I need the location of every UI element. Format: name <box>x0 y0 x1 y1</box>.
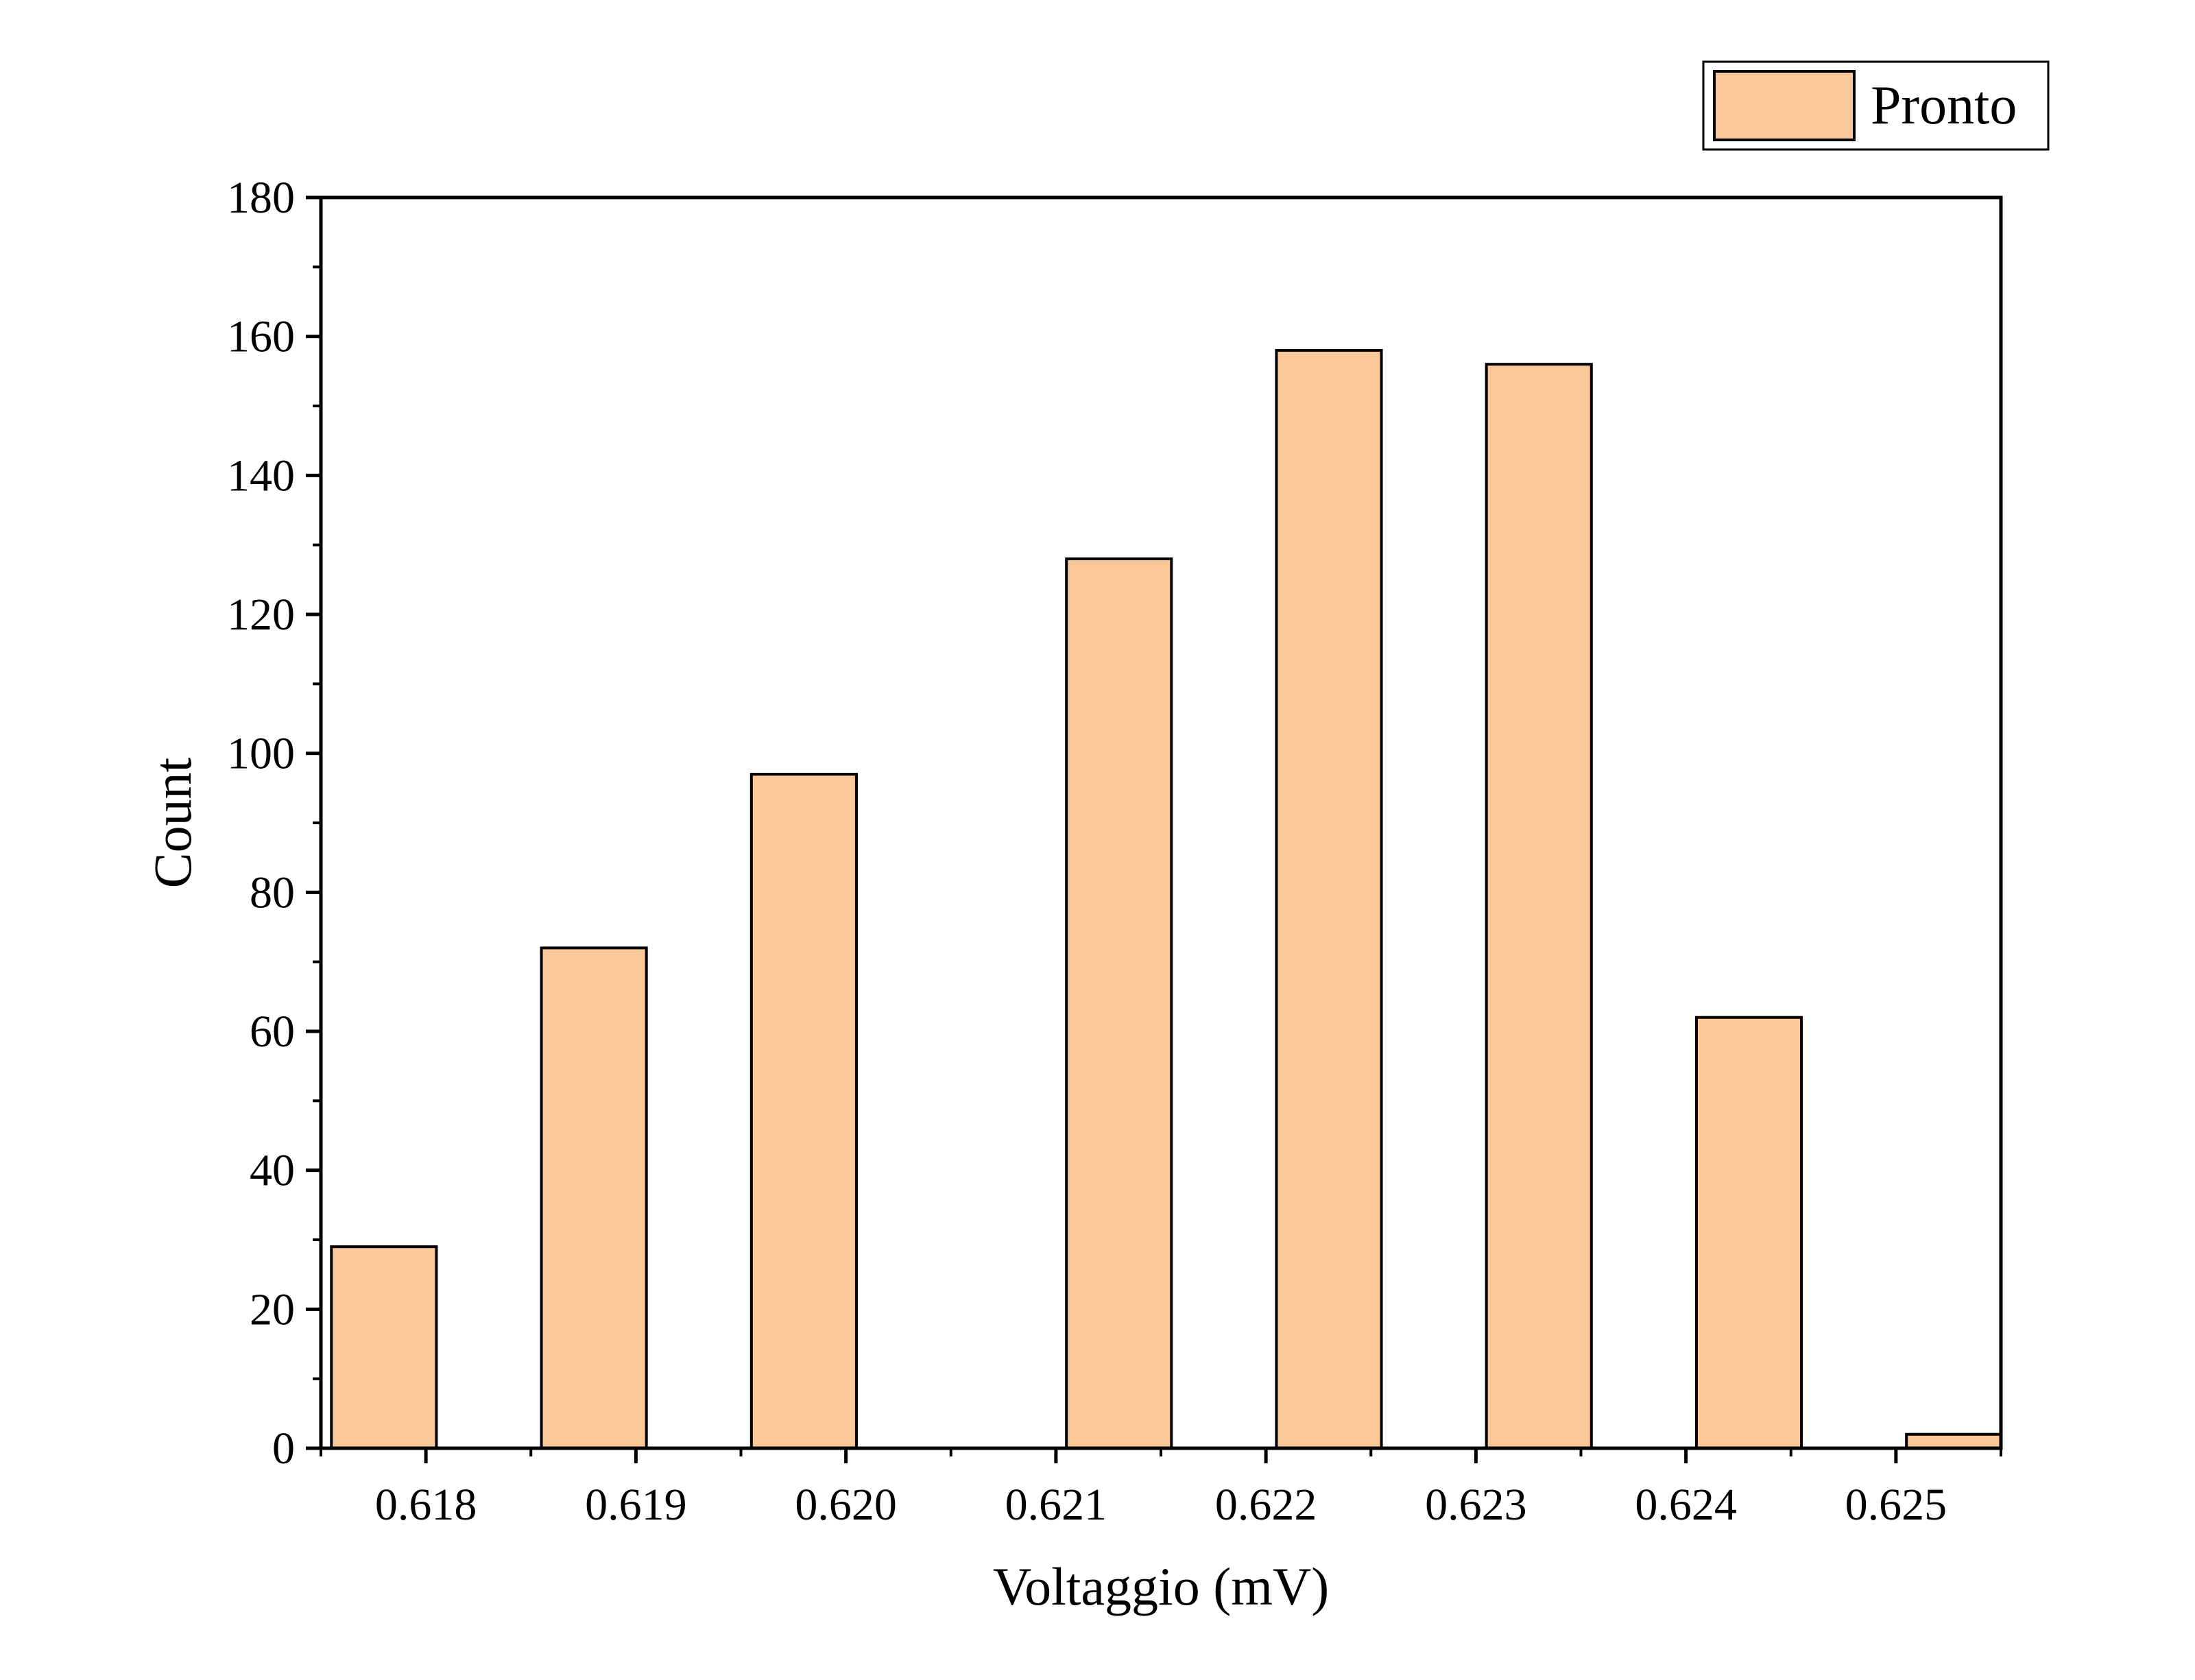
bar-5 <box>1485 363 1593 1450</box>
bar-6 <box>1694 1016 1803 1450</box>
y-tick-label: 80 <box>250 867 295 917</box>
x-tick-label: 0.619 <box>585 1480 687 1530</box>
x-tick-label: 0.625 <box>1845 1480 1947 1530</box>
x-tick-label: 0.621 <box>1005 1480 1107 1530</box>
bar-2 <box>749 773 858 1450</box>
x-axis: 0.618 0.619 0.620 0.621 0.622 0.623 0.624 0.625 <box>320 1448 2002 1530</box>
x-tick-label: 0.622 <box>1215 1480 1317 1530</box>
y-tick-label: 100 <box>227 729 295 779</box>
y-tick-label: 40 <box>250 1146 295 1196</box>
bar-0 <box>330 1245 438 1450</box>
y-tick-label: 20 <box>250 1284 295 1334</box>
x-tick-label: 0.620 <box>795 1480 897 1530</box>
legend: Pronto <box>1702 60 2050 151</box>
bar-3 <box>1065 557 1173 1450</box>
y-tick-label: 160 <box>227 312 295 362</box>
y-axis: 0 20 40 60 80 100 120 140 160 180 <box>227 173 321 1474</box>
y-axis-title: Count <box>143 757 202 888</box>
bar-7 <box>1905 1432 2002 1450</box>
y-tick-label: 180 <box>227 173 295 223</box>
bars-group <box>330 348 2002 1450</box>
y-tick-label: 60 <box>250 1007 295 1057</box>
y-tick-label: 120 <box>227 590 295 640</box>
legend-label: Pronto <box>1871 75 2017 136</box>
x-tick-label: 0.623 <box>1425 1480 1527 1530</box>
legend-swatch <box>1713 70 1856 141</box>
bar-4 <box>1275 348 1383 1450</box>
x-tick-label: 0.624 <box>1635 1480 1737 1530</box>
x-tick-label: 0.618 <box>375 1480 477 1530</box>
y-tick-label: 0 <box>272 1424 295 1474</box>
bar-1 <box>540 946 648 1450</box>
y-tick-label: 140 <box>227 451 295 501</box>
x-axis-title: Voltaggio (mV) <box>993 1557 1329 1616</box>
